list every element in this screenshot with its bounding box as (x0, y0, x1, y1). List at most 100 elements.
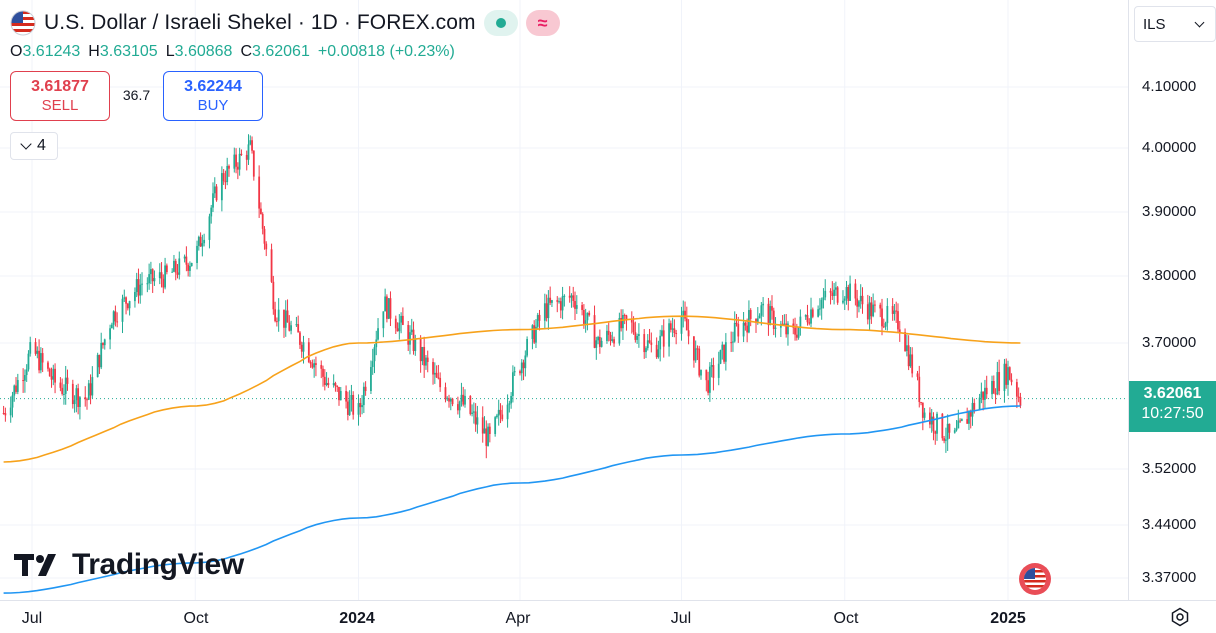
candle (657, 340, 660, 359)
candle (24, 369, 26, 393)
candle (258, 165, 261, 218)
candle (584, 308, 587, 333)
candle (531, 324, 534, 350)
candle (669, 320, 672, 333)
candle (196, 240, 198, 270)
price-label: 4.10000 (1142, 78, 1197, 95)
candle (189, 261, 191, 277)
sell-button[interactable]: 3.61877 SELL (10, 71, 110, 121)
candle (332, 374, 335, 388)
candle (783, 314, 786, 327)
buy-button[interactable]: 3.62244 BUY (163, 71, 263, 121)
ohlc-close-key: C (240, 43, 253, 60)
scale-settings-icon[interactable] (1170, 607, 1190, 627)
candle (746, 318, 749, 343)
symbol-title[interactable]: U.S. Dollar / Israeli Shekel · 1D · FORE… (44, 11, 476, 34)
candle (929, 407, 931, 429)
candle (387, 298, 390, 320)
candle (126, 302, 129, 311)
indicators-count: 4 (37, 137, 46, 154)
candle (425, 354, 427, 370)
candle (173, 254, 175, 273)
candle (307, 337, 310, 364)
candle (811, 307, 814, 319)
currency-value: ILS (1143, 15, 1166, 33)
candle (969, 409, 972, 429)
candle (806, 304, 809, 326)
candle (346, 391, 349, 421)
candle (668, 318, 670, 357)
candle (1008, 366, 1011, 381)
candle (135, 272, 138, 298)
candle (162, 274, 165, 294)
candle (151, 268, 154, 293)
candle (215, 184, 218, 202)
candle (833, 282, 835, 305)
candle (201, 234, 204, 257)
candle (636, 333, 639, 344)
symbol-header[interactable]: U.S. Dollar / Israeli Shekel · 1D · FORE… (10, 9, 560, 37)
candle (1005, 358, 1008, 389)
candle (953, 427, 956, 434)
candle (48, 367, 51, 377)
wave-icon[interactable]: ≈ (525, 10, 560, 36)
candle (522, 359, 525, 381)
candle (648, 328, 651, 344)
candle (364, 381, 367, 396)
ohlc-low-key: L (165, 43, 175, 60)
candle (506, 394, 509, 428)
candle (538, 309, 541, 331)
candle (359, 398, 362, 418)
candle (510, 392, 513, 409)
indicators-toggle-button[interactable]: 4 (10, 132, 58, 160)
candle (141, 272, 143, 296)
candle (547, 290, 550, 330)
last-price-value: 3.62061 (1143, 385, 1202, 402)
candle (634, 321, 637, 343)
candle (526, 336, 528, 358)
price-chart[interactable] (0, 0, 1128, 600)
candle (558, 297, 560, 304)
candle (698, 345, 701, 378)
time-axis[interactable] (0, 600, 1216, 633)
candle (236, 162, 239, 180)
currency-select[interactable]: ILS (1134, 6, 1216, 42)
candle (91, 366, 94, 399)
candle (224, 170, 227, 190)
candle (708, 362, 711, 402)
candle (696, 345, 699, 361)
market-status-icon[interactable] (483, 10, 518, 36)
candle (419, 335, 422, 373)
candle (235, 148, 237, 174)
us-flag-badge-icon[interactable] (1018, 562, 1052, 596)
candle (361, 395, 363, 415)
candle (261, 212, 264, 235)
candle (228, 164, 230, 177)
candle (197, 235, 200, 251)
candle (948, 423, 951, 439)
candle (572, 286, 575, 308)
candle (71, 379, 74, 409)
candle (299, 330, 301, 349)
candle (843, 296, 846, 311)
candle (891, 298, 894, 321)
candle (27, 350, 30, 372)
candle (377, 318, 379, 341)
candle (513, 366, 516, 376)
candle (73, 395, 76, 413)
candle (721, 341, 724, 360)
candle (524, 350, 527, 377)
candle (339, 386, 342, 401)
candle (820, 297, 823, 320)
candle (810, 297, 812, 328)
candle (487, 423, 489, 447)
candle (581, 301, 584, 316)
candle (295, 316, 298, 328)
candle (352, 391, 355, 420)
candle (705, 369, 708, 392)
price-label: 3.90000 (1142, 203, 1197, 220)
candle (868, 295, 871, 331)
time-label: Apr (505, 610, 531, 627)
price-scale[interactable] (1128, 0, 1216, 600)
candle (749, 308, 752, 327)
